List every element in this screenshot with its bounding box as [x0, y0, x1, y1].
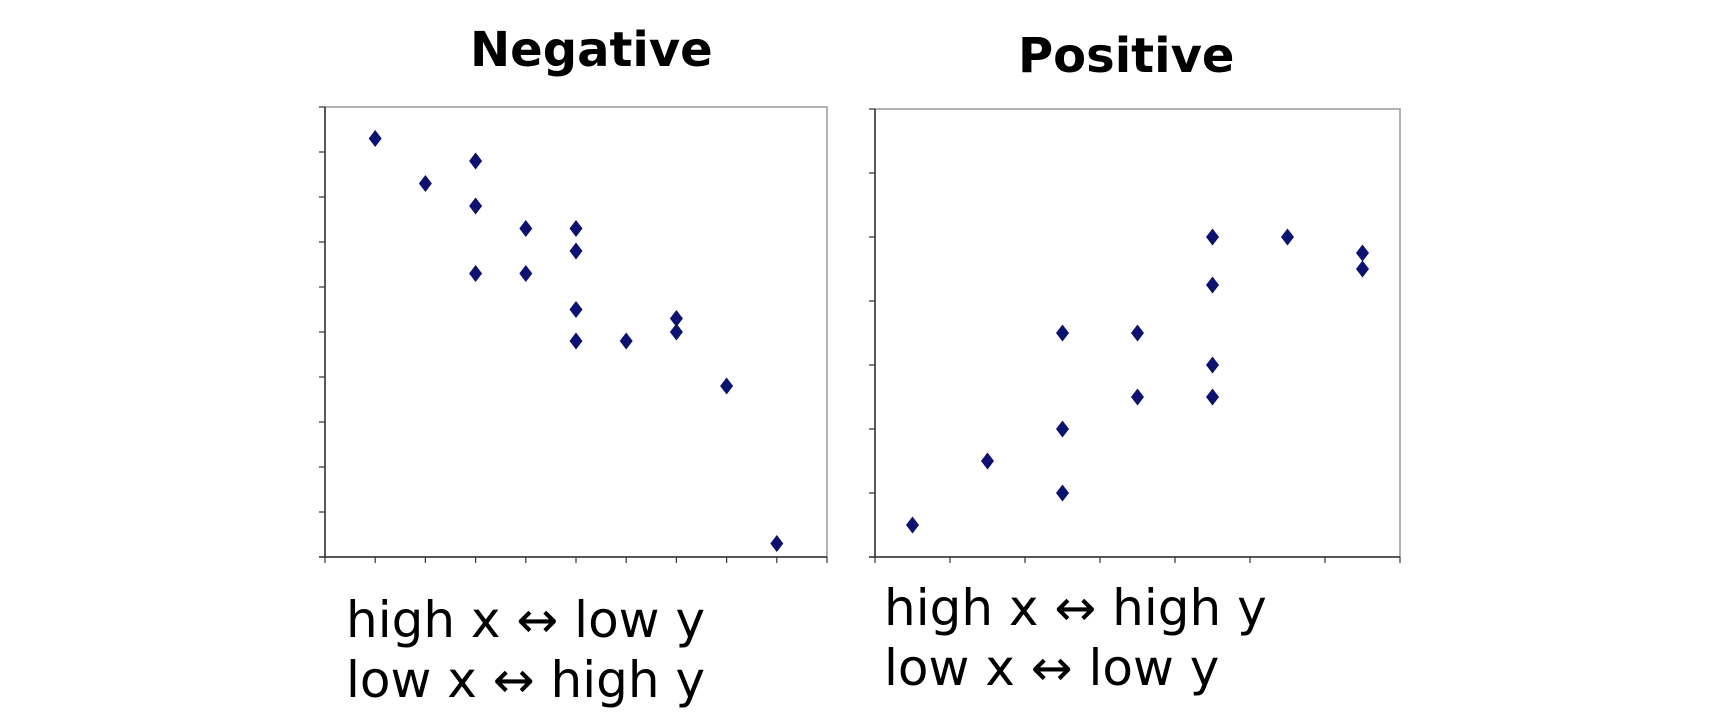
data-point [1131, 324, 1144, 342]
data-point [1206, 388, 1219, 406]
chart-title-positive: Positive [1018, 28, 1235, 84]
data-point [1056, 484, 1069, 502]
data-point [519, 265, 533, 282]
data-point [1206, 228, 1219, 246]
caption-positive: high x ↔ high y low x ↔ low y [884, 578, 1267, 698]
data-point [368, 130, 382, 147]
caption-line: high x ↔ low y [346, 591, 706, 649]
data-point [469, 265, 483, 282]
data-point [981, 452, 994, 470]
data-point [619, 332, 633, 350]
data-point [569, 332, 583, 350]
data-point [1056, 324, 1069, 342]
data-point [1356, 244, 1369, 262]
data-point [469, 197, 483, 215]
data-point [1356, 260, 1369, 278]
data-point [669, 310, 683, 327]
data-point [469, 152, 483, 170]
data-point [720, 377, 734, 395]
data-point [569, 301, 583, 318]
data-point [519, 220, 533, 237]
plot-frame [324, 106, 828, 558]
data-point [1206, 276, 1219, 294]
caption-line: high x ↔ high y [884, 579, 1267, 637]
data-point [569, 220, 583, 237]
data-point [1056, 420, 1069, 438]
data-point [569, 242, 583, 260]
data-point [770, 535, 784, 552]
caption-line: low x ↔ low y [884, 639, 1220, 697]
data-point [669, 323, 683, 341]
data-point [1281, 228, 1294, 246]
data-point [1131, 388, 1144, 406]
caption-line: low x ↔ high y [346, 651, 706, 709]
data-point [1206, 356, 1219, 374]
data-point [418, 175, 432, 192]
data-point [906, 516, 919, 534]
chart-title-negative: Negative [470, 22, 713, 78]
caption-negative: high x ↔ low y low x ↔ high y [346, 590, 705, 710]
